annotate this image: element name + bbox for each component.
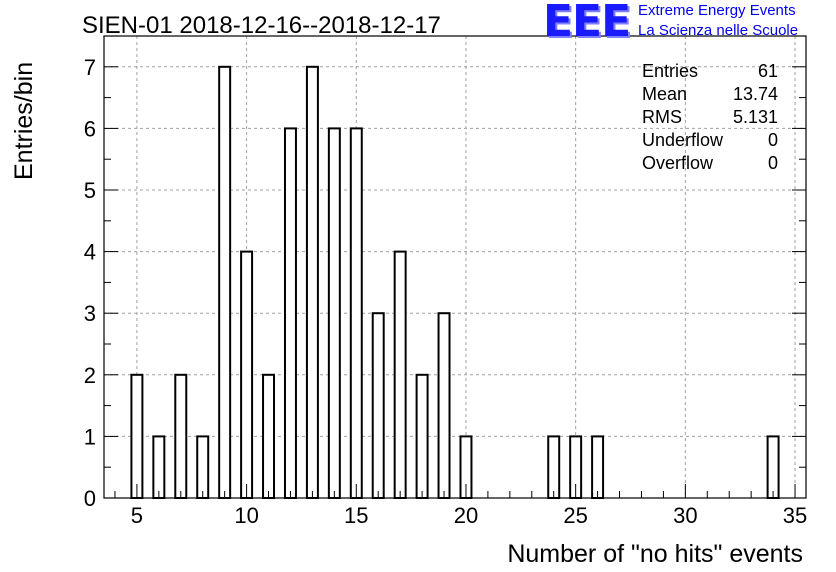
histogram-bin xyxy=(174,373,188,499)
stats-box: Entries 61 Mean 13.74 RMS 5.131 Underflow 0 Over… xyxy=(642,61,778,173)
stats-value: 5.131 xyxy=(733,107,778,127)
plot-frame xyxy=(103,35,807,499)
eee-logo-mark: EEE xyxy=(543,0,631,47)
x-tick-label: 30 xyxy=(673,503,697,528)
y-tick-label: 1 xyxy=(84,424,96,449)
histogram-bin xyxy=(218,65,232,500)
stats-label: RMS xyxy=(642,107,682,127)
histogram-bin xyxy=(371,312,385,500)
histogram-bin xyxy=(766,435,780,499)
y-axis-label: Entries/bin xyxy=(10,62,38,180)
x-tick-label: 20 xyxy=(454,503,478,528)
stats-value: 0 xyxy=(768,130,778,150)
logo-line-1: Extreme Energy Events xyxy=(638,2,796,19)
ticks: 5 10 15 20 25 30 35 0 1 2 3 4 5 6 7 xyxy=(84,35,807,528)
histogram-bin xyxy=(305,65,319,500)
x-tick-label: 35 xyxy=(783,503,807,528)
x-axis-label: Number of "no hits" events xyxy=(507,540,803,568)
histogram-bin xyxy=(130,373,144,499)
eee-logo: EEE Extreme Energy Events La Scienza nel… xyxy=(543,0,833,47)
stats-label: Entries xyxy=(642,61,698,81)
histogram-bin xyxy=(393,250,407,499)
logo-line-2: La Scienza nelle Scuole xyxy=(638,22,799,39)
y-tick-label: 0 xyxy=(84,486,96,511)
stats-label: Mean xyxy=(642,84,687,104)
y-tick-label: 5 xyxy=(84,178,96,203)
histogram-bin xyxy=(240,250,254,499)
grid xyxy=(104,36,806,498)
y-tick-label: 4 xyxy=(84,240,96,265)
y-tick-label: 7 xyxy=(84,55,96,80)
histogram-bin xyxy=(349,127,363,499)
y-tick-label: 6 xyxy=(84,116,96,141)
stats-value: 13.74 xyxy=(733,84,778,104)
histogram-bin xyxy=(547,435,561,499)
histogram-bin xyxy=(591,435,605,499)
histogram-bin xyxy=(262,373,276,499)
histogram-bin xyxy=(152,435,166,499)
stats-value: 61 xyxy=(758,61,778,81)
y-tick-label: 3 xyxy=(84,301,96,326)
x-tick-label: 5 xyxy=(131,503,143,528)
histogram-bin xyxy=(196,435,210,499)
x-tick-label: 15 xyxy=(344,503,368,528)
bars xyxy=(130,65,780,500)
x-tick-label: 25 xyxy=(563,503,587,528)
histogram-bin xyxy=(327,127,341,499)
stats-label: Overflow xyxy=(642,153,714,173)
y-tick-label: 2 xyxy=(84,363,96,388)
stats-value: 0 xyxy=(768,153,778,173)
histogram-bin xyxy=(437,312,451,500)
histogram-bin xyxy=(415,373,429,499)
x-tick-label: 10 xyxy=(234,503,258,528)
stats-label: Underflow xyxy=(642,130,724,150)
histogram-bin xyxy=(283,127,297,499)
chart-title: SIEN-01 2018-12-16--2018-12-17 xyxy=(82,12,441,39)
